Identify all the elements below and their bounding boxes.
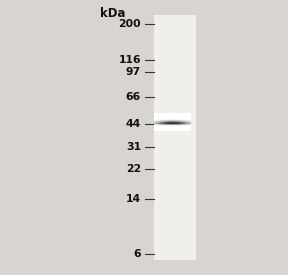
Text: 66: 66 [126, 92, 141, 102]
Text: 22: 22 [126, 164, 141, 174]
Text: kDa: kDa [100, 7, 125, 20]
Text: 97: 97 [126, 67, 141, 77]
Text: 14: 14 [126, 194, 141, 204]
Bar [154, 15, 196, 260]
Text: 31: 31 [126, 142, 141, 152]
Text: 44: 44 [126, 119, 141, 128]
Text: 6: 6 [134, 249, 141, 259]
Text: 200: 200 [118, 19, 141, 29]
Text: 116: 116 [118, 55, 141, 65]
